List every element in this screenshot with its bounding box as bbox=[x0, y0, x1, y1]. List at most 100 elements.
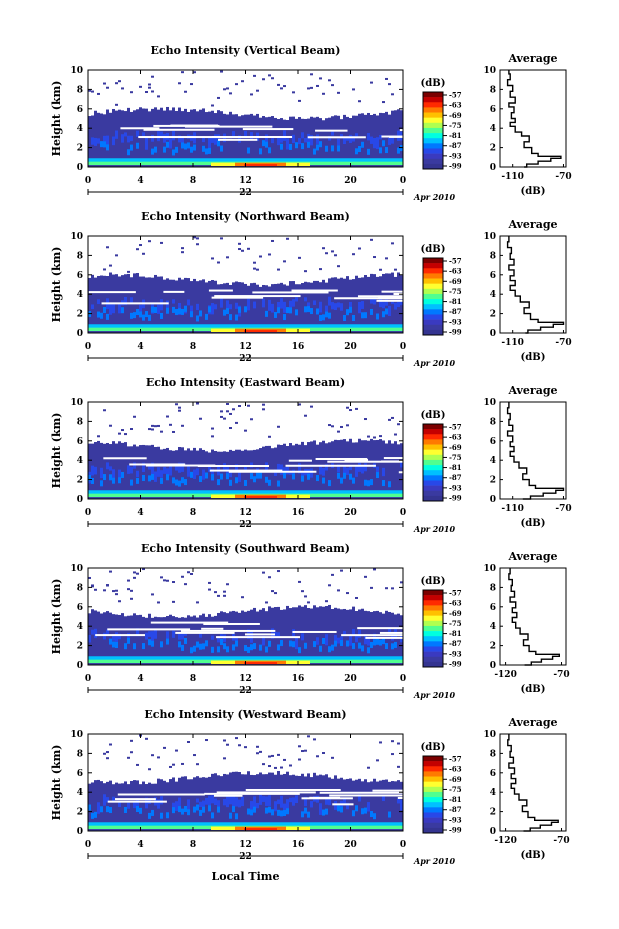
echo-cell bbox=[205, 313, 208, 320]
day-label: 22 bbox=[239, 520, 252, 530]
echo-cell bbox=[310, 493, 313, 498]
echo-cell bbox=[283, 656, 286, 662]
echo-cell bbox=[328, 312, 331, 319]
x-tick-label: 20 bbox=[344, 342, 357, 352]
echo-cell bbox=[94, 137, 97, 146]
colorbar-tick-label: -69 bbox=[449, 111, 462, 120]
echo-cell bbox=[394, 641, 397, 648]
echo-cell bbox=[307, 473, 310, 480]
echo-cell bbox=[91, 324, 94, 330]
echo-cell bbox=[262, 140, 265, 147]
echo-cell bbox=[394, 781, 397, 831]
echo-cell bbox=[301, 118, 304, 167]
echo-cell bbox=[400, 825, 403, 830]
echo-cell bbox=[199, 280, 202, 333]
echo-cell bbox=[316, 144, 319, 151]
echo-cell bbox=[166, 468, 169, 478]
x-tick-label: 12 bbox=[239, 840, 252, 850]
echo-cell bbox=[289, 640, 292, 647]
echo-cell bbox=[343, 161, 346, 166]
echo-cell bbox=[310, 158, 313, 164]
echo-cell bbox=[196, 659, 199, 664]
echo-cell bbox=[112, 784, 115, 831]
echo-cell bbox=[208, 306, 211, 313]
y-axis-label: Height (km) bbox=[50, 413, 63, 489]
echo-cell bbox=[211, 474, 214, 481]
echo-cell bbox=[217, 646, 220, 653]
avg-y-tick-label: 8 bbox=[490, 583, 496, 593]
echo-cell bbox=[400, 490, 403, 496]
echo-cell bbox=[100, 659, 103, 664]
echo-cell bbox=[217, 822, 220, 828]
echo-cell bbox=[313, 605, 316, 665]
echo-cell bbox=[256, 490, 259, 496]
echo-cell bbox=[124, 324, 127, 330]
echo-cell bbox=[115, 656, 118, 662]
colorbar-tick-label: -87 bbox=[449, 639, 462, 648]
echo-cell bbox=[106, 806, 109, 813]
echo-cell bbox=[196, 303, 199, 311]
y-tick-label: 8 bbox=[77, 251, 83, 261]
echo-cell bbox=[298, 580, 301, 583]
echo-cell bbox=[142, 327, 145, 332]
date-label: Apr 2010 bbox=[413, 524, 456, 534]
echo-cell bbox=[103, 161, 106, 166]
echo-cell bbox=[391, 493, 394, 498]
echo-cell bbox=[361, 781, 364, 831]
echo-cell bbox=[316, 158, 319, 164]
echo-cell bbox=[217, 637, 220, 643]
echo-cell bbox=[100, 327, 103, 332]
echo-cell bbox=[91, 609, 94, 665]
echo-cell bbox=[292, 490, 295, 496]
echo-cell bbox=[223, 826, 226, 831]
echo-cell bbox=[106, 751, 109, 754]
echo-cell bbox=[184, 143, 187, 150]
echo-cell bbox=[385, 111, 388, 167]
echo-cell bbox=[265, 476, 268, 483]
echo-cell bbox=[193, 806, 196, 813]
echo-cell bbox=[160, 161, 163, 166]
colorbar-segment bbox=[423, 661, 443, 668]
echo-cell bbox=[262, 828, 265, 831]
echo-cell bbox=[208, 795, 211, 807]
echo-cell bbox=[127, 756, 130, 759]
echo-cell bbox=[121, 429, 124, 432]
echo-cell bbox=[157, 756, 160, 759]
echo-cell bbox=[256, 822, 259, 828]
echo-cell bbox=[313, 158, 316, 164]
echo-cell bbox=[133, 327, 136, 332]
echo-cell bbox=[379, 147, 382, 154]
x-tick-label: 20 bbox=[344, 176, 357, 186]
echo-cell bbox=[376, 158, 379, 164]
echo-cell bbox=[169, 493, 172, 498]
echo-cell bbox=[187, 656, 190, 662]
echo-cell bbox=[355, 822, 358, 828]
echo-cell bbox=[202, 806, 205, 813]
echo-cell bbox=[229, 490, 232, 496]
echo-cell bbox=[109, 656, 112, 662]
echo-cell bbox=[217, 594, 220, 597]
echo-cell bbox=[184, 825, 187, 830]
echo-cell bbox=[391, 324, 394, 330]
echo-cell bbox=[121, 613, 124, 665]
echo-cell bbox=[199, 801, 202, 808]
echo-cell bbox=[115, 659, 118, 664]
echo-cell bbox=[100, 113, 103, 167]
date-label: Apr 2010 bbox=[413, 690, 456, 700]
echo-cell bbox=[298, 403, 301, 406]
echo-cell bbox=[193, 645, 196, 652]
echo-cell bbox=[172, 763, 175, 766]
echo-cell bbox=[283, 85, 286, 88]
y-tick-label: 6 bbox=[77, 603, 83, 613]
echo-cell bbox=[172, 327, 175, 332]
echo-cell bbox=[370, 81, 373, 84]
echo-cell bbox=[181, 776, 184, 831]
echo-cell bbox=[223, 594, 226, 597]
echo-cell bbox=[148, 659, 151, 664]
echo-cell bbox=[385, 77, 388, 80]
echo-cell bbox=[199, 809, 202, 816]
echo-cell bbox=[142, 825, 145, 830]
day-label: 22 bbox=[239, 354, 252, 364]
echo-cell bbox=[190, 616, 193, 665]
echo-cell bbox=[118, 158, 121, 164]
